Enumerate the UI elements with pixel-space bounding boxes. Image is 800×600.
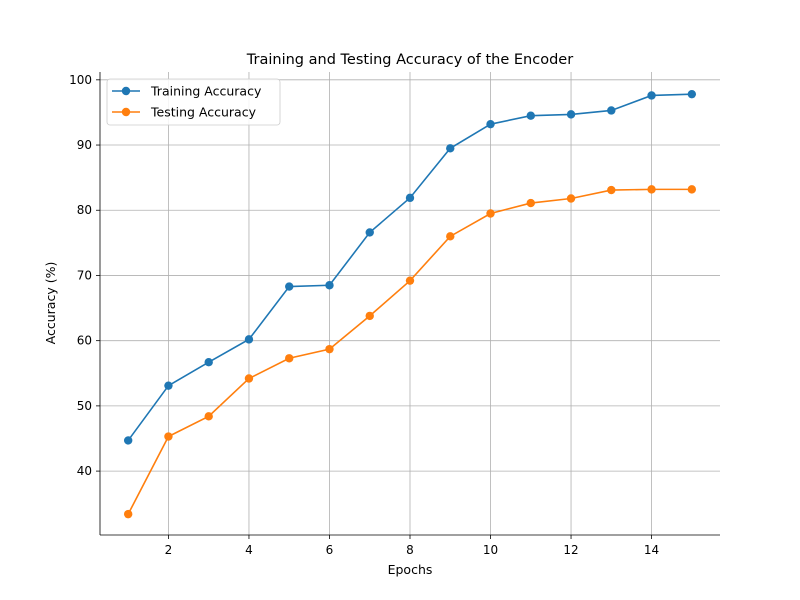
data-point — [405, 193, 415, 203]
data-point — [446, 232, 455, 241]
y-tick-label: 90 — [77, 138, 92, 152]
data-point — [526, 198, 535, 208]
y-tick-label: 50 — [77, 399, 92, 413]
x-tick-label: 8 — [406, 543, 414, 557]
legend-label: Training Accuracy — [150, 84, 262, 99]
x-tick-label: 10 — [483, 543, 498, 557]
x-tick-label: 6 — [326, 543, 334, 557]
data-point — [647, 185, 656, 194]
data-point — [204, 357, 213, 367]
data-point — [204, 412, 213, 421]
data-point — [365, 228, 374, 237]
chart-title: Training and Testing Accuracy of the Enc… — [246, 52, 573, 68]
data-point — [446, 144, 455, 153]
series-layer — [123, 89, 697, 519]
data-point — [164, 432, 173, 441]
data-point — [325, 344, 334, 354]
data-point — [164, 381, 173, 390]
data-point — [566, 110, 576, 119]
x-tick-label: 14 — [644, 543, 659, 557]
data-point — [325, 281, 334, 290]
legend-marker — [121, 107, 131, 117]
data-point — [526, 111, 535, 120]
data-point — [607, 185, 616, 195]
series-testing-accuracy — [123, 185, 697, 519]
y-axis-label: Accuracy (%) — [43, 262, 58, 345]
y-tick-label: 40 — [77, 464, 92, 478]
x-axis-label: Epochs — [388, 562, 433, 577]
x-tick-label: 12 — [563, 543, 578, 557]
legend-box — [106, 78, 281, 126]
data-point — [123, 509, 133, 519]
legend-item: Training Accuracy — [112, 84, 262, 99]
data-point — [244, 374, 254, 383]
series-training-accuracy — [123, 89, 697, 445]
data-point — [486, 119, 495, 129]
data-point — [486, 209, 495, 218]
legend-item: Testing Accuracy — [112, 105, 257, 120]
data-point — [687, 185, 697, 194]
data-point — [647, 91, 656, 100]
y-tick-label: 100 — [69, 73, 92, 87]
data-point — [687, 89, 697, 99]
data-point — [285, 354, 294, 363]
x-tick-label: 4 — [245, 543, 253, 557]
y-tick-label: 80 — [77, 203, 92, 217]
grid-lines — [100, 72, 720, 535]
data-point — [566, 194, 576, 203]
data-point — [123, 436, 133, 445]
ticks: 2 4 6 8 10 12 14 40 50 60 70 80 90 100 — [69, 73, 659, 557]
legend-marker — [121, 86, 131, 96]
legend: Training Accuracy Testing Accuracy — [106, 78, 281, 126]
data-point — [405, 276, 415, 285]
y-tick-label: 60 — [77, 334, 92, 348]
data-point — [607, 106, 616, 115]
data-point — [285, 282, 294, 291]
legend-label: Testing Accuracy — [150, 105, 257, 120]
x-tick-label: 2 — [165, 543, 173, 557]
data-point — [244, 335, 254, 344]
data-point — [365, 311, 374, 321]
y-tick-label: 70 — [77, 268, 92, 282]
